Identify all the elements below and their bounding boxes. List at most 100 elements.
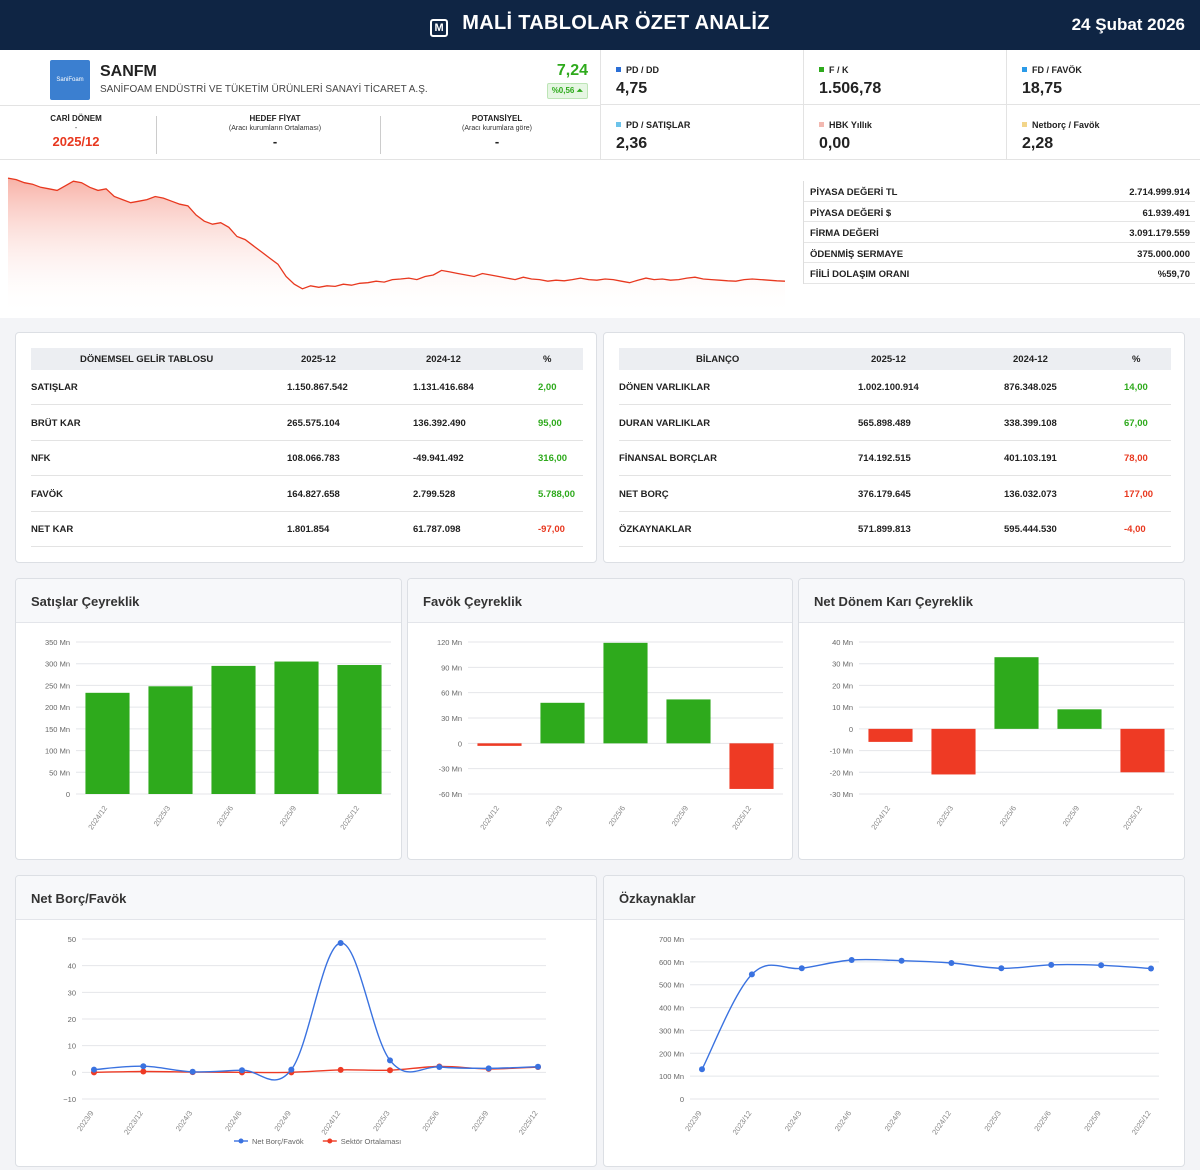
header-cell: % (1132, 354, 1141, 365)
data-point (436, 1064, 443, 1070)
x-tick-label: 2024/12 (930, 1109, 953, 1136)
market-row: FİİLİ DOLAŞIM ORANI %59,70 (804, 263, 1195, 284)
cell-value: 571.899.813 (858, 524, 911, 535)
cell-value: 265.575.104 (287, 417, 340, 429)
row-label: BRÜT KAR (31, 417, 81, 429)
cell-value: 1.150.867.542 (287, 382, 348, 393)
bar-2025/12 (1120, 728, 1165, 773)
x-tick-label: 2025/9 (278, 804, 299, 828)
netprofit-chart-card: Net Dönem Karı Çeyreklik -30 Mn -20 Mn -10… (798, 578, 1185, 860)
m-logo-icon: M (430, 19, 449, 37)
ratio-fd-favok: FD / FAVÖK 18,75 (1006, 50, 1200, 105)
x-tick-label: 2025/9 (1082, 1109, 1103, 1133)
header-cell: BİLANÇO (696, 354, 740, 365)
period-info: CARİ DÖNEM - 2025/12 HEDEF FİYAT (Aracı … (0, 106, 600, 160)
x-tick-label: 2023/12 (731, 1109, 754, 1136)
x-tick-label: 2024/3 (783, 1109, 804, 1133)
y-tick-label: -60 Mn (439, 790, 462, 799)
data-point (387, 1067, 393, 1074)
table-row: FİNANSAL BORÇLAR 714.192.515 401.103.191 78… (619, 441, 1171, 476)
bar-2025/3 (148, 686, 193, 794)
y-tick-label: -10 Mn (830, 747, 853, 756)
target-price-sub: (Aracı kurumların Ortalaması) (228, 125, 322, 132)
header-cell: % (543, 354, 552, 365)
x-tick-label: 2025/9 (470, 1109, 491, 1133)
table-row: NET KAR 1.801.854 61.787.098 -97,00 (31, 512, 583, 547)
legend-label: Sektör Ortalaması (341, 1137, 401, 1146)
y-tick-label: 100 Mn (45, 747, 70, 756)
legend-dot-icon (616, 67, 621, 72)
data-point (535, 1063, 541, 1070)
data-point (748, 971, 755, 978)
table-row: FAVÖK 164.827.658 2.799.528 5.788,00 (31, 477, 583, 512)
data-point (288, 1066, 295, 1073)
header-cell: DÖNEMSEL GELİR TABLOSU (80, 354, 214, 365)
legend-dot-icon (327, 1138, 333, 1144)
x-tick-label: 2025/12 (730, 804, 753, 831)
ratio-label: FD / FAVÖK (1032, 65, 1082, 75)
y-tick-label: 50 Mn (49, 768, 70, 777)
row-label: FİNANSAL BORÇLAR (619, 453, 717, 464)
y-tick-label: 300 Mn (659, 1026, 684, 1035)
equity-line-chart: 0 100 Mn 200 Mn 300 Mn 400 Mn 500 Mn 600 Mn 700… (659, 935, 1159, 1136)
data-point (898, 957, 905, 964)
chart-title: Satışlar Çeyreklik (31, 594, 140, 609)
cell-value: 136.392.490 (413, 417, 466, 429)
price-area (8, 178, 785, 315)
x-tick-label: 2024/9 (883, 1109, 904, 1133)
y-tick-label: 700 Mn (659, 935, 684, 944)
x-tick-label: 2025/3 (371, 1109, 392, 1133)
table-row: NET BORÇ 376.179.645 136.032.073 177,00 (619, 477, 1171, 512)
market-value: 375.000.000 (1137, 248, 1190, 260)
row-label: DÖNEN VARLIKLAR (619, 382, 711, 393)
market-value: 2.714.999.914 (1129, 187, 1190, 198)
legend-dot-icon (1022, 122, 1027, 127)
data-point (1148, 965, 1154, 972)
y-tick-label: 300 Mn (45, 660, 70, 669)
x-tick-label: 2025/9 (1061, 804, 1082, 828)
market-row: PİYASA DEĞERİ $ 61.939.491 (804, 202, 1195, 223)
data-point (485, 1065, 492, 1072)
cell-value: -4,00 (1124, 524, 1146, 535)
data-point (1048, 961, 1055, 968)
ratio-pd-satislar: PD / SATIŞLAR 2,36 (600, 105, 803, 160)
y-tick-label: 200 Mn (45, 703, 70, 712)
row-label: NET KAR (31, 524, 74, 535)
cell-value: 401.103.191 (1004, 453, 1057, 464)
ratio-pd-dd: PD / DD 4,75 (600, 50, 803, 105)
y-tick-label: 0 (458, 739, 462, 748)
x-tick-label: 2025/12 (517, 1109, 540, 1136)
table-row: ÖZKAYNAKLAR 571.899.813 595.444.530 -4,00 (619, 512, 1171, 547)
market-value: 3.091.179.559 (1129, 228, 1190, 240)
row-label: SATIŞLAR (31, 382, 78, 393)
data-point (948, 960, 955, 966)
x-tick-label: 2025/12 (1121, 804, 1144, 831)
row-label: FAVÖK (31, 488, 64, 500)
table-row: NFK 108.066.783 -49.941.492 316,00 (31, 441, 583, 476)
cell-value: 14,00 (1124, 382, 1148, 393)
ratio-label: PD / SATIŞLAR (626, 120, 691, 130)
chart-header: Net Dönem Karı Çeyreklik (799, 579, 1184, 623)
bar-2025/9 (1057, 709, 1102, 729)
x-tick-label: 2025/3 (544, 804, 565, 828)
bar-2025/9 (666, 699, 711, 744)
potential-label: POTANSİYEL (471, 114, 523, 123)
legend-dot-icon (819, 122, 824, 127)
x-tick-label: 2024/12 (869, 804, 892, 831)
company-info: SaniFoam SANFM SANİFOAM ENDÜSTRİ VE TÜKE… (0, 50, 600, 106)
y-tick-label: 500 Mn (659, 981, 684, 990)
header-cell: 2025-12 (301, 354, 336, 365)
market-label: FİRMA DEĞERİ (810, 228, 879, 240)
sales-bar-chart: 0 50 Mn 100 Mn 150 Mn 200 Mn 250 Mn 300 Mn 350 … (45, 638, 391, 831)
ratio-label: HBK Yıllık (829, 120, 872, 130)
cell-value: 136.032.073 (1004, 488, 1057, 500)
chart-header: Favök Çeyreklik (408, 579, 792, 623)
ratio-value: 2,28 (1022, 135, 1054, 152)
market-value: 61.939.491 (1142, 207, 1190, 219)
x-tick-label: 2024/9 (272, 1109, 293, 1133)
balance-table-header: BİLANÇO 2025-12 2024-12 % (619, 348, 1171, 370)
bar-2025/3 (540, 702, 585, 744)
chart-header: Özkaynaklar (604, 876, 1184, 920)
table-row: BRÜT KAR 265.575.104 136.392.490 95,00 (31, 406, 583, 441)
data-point (337, 940, 344, 946)
